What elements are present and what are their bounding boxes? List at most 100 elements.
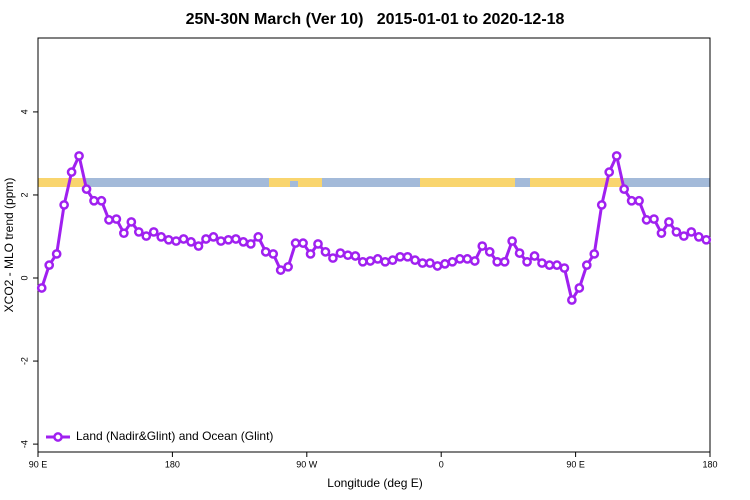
data-point: [537, 258, 547, 268]
data-point: [66, 167, 77, 177]
data-point: [567, 295, 577, 305]
data-point: [387, 255, 398, 266]
data-point: [611, 151, 622, 161]
data-point: [89, 195, 99, 206]
data-point: [469, 256, 480, 266]
data-point: [208, 232, 219, 242]
data-point: [425, 258, 435, 268]
data-point: [350, 251, 361, 261]
data-point: [163, 234, 174, 245]
plot-frame: [37, 37, 711, 453]
data-point: [290, 238, 301, 248]
data-point: [581, 260, 592, 270]
y-tick-label: 2: [19, 192, 29, 197]
x-tick-label: 90 W: [296, 459, 318, 469]
data-point: [701, 234, 712, 245]
data-point: [268, 249, 279, 259]
data-point: [589, 249, 600, 259]
data-point: [96, 195, 107, 206]
data-point: [619, 184, 629, 194]
data-point: [223, 234, 234, 245]
data-point: [395, 251, 405, 262]
data-point: [596, 200, 607, 210]
x-tick-label: 90 E: [29, 459, 48, 469]
chart-title: 25N-30N March (Ver 10) 2015-01-01 to 202…: [186, 11, 565, 28]
data-point: [313, 239, 323, 249]
data-point: [477, 241, 488, 251]
data-point: [81, 184, 92, 194]
x-tick-label: 180: [165, 459, 180, 469]
y-axis-label: XCO2 - MLO trend (ppm): [2, 178, 16, 313]
data-point: [133, 227, 144, 237]
data-point: [141, 231, 152, 241]
data-point: [335, 248, 346, 258]
data-point: [522, 256, 532, 267]
data-point: [283, 261, 293, 272]
data-point: [649, 214, 659, 224]
data-point: [462, 254, 473, 264]
data-point: [402, 251, 413, 262]
x-tick-label: 90 E: [566, 459, 585, 469]
data-point: [260, 247, 271, 257]
data-point: [559, 263, 570, 273]
data-point: [111, 214, 122, 224]
data-point: [372, 254, 383, 264]
data-point: [119, 228, 129, 239]
data-point: [507, 236, 517, 246]
data-point: [320, 247, 331, 257]
data-point: [365, 256, 376, 266]
y-tick-label: 4: [19, 109, 29, 114]
data-point: [574, 283, 585, 293]
data-point: [201, 234, 211, 244]
data-point: [231, 234, 241, 244]
data-point: [171, 236, 181, 246]
data-point: [328, 253, 338, 263]
data-point: [679, 231, 689, 241]
data-point: [343, 250, 353, 261]
data-point: [410, 255, 420, 266]
legend-label: Land (Nadir&Glint) and Ocean (Glint): [76, 429, 273, 443]
data-point: [44, 260, 55, 270]
data-point: [492, 256, 503, 267]
data-point: [552, 260, 562, 270]
data-point: [380, 256, 391, 267]
y-tick-label: -2: [19, 357, 29, 365]
data-point: [499, 256, 510, 267]
data-point: [51, 249, 62, 259]
land-ocean-strip: [38, 178, 710, 187]
data-point: [447, 256, 458, 267]
data-point: [432, 261, 443, 271]
data-point: [275, 265, 286, 275]
data-point: [693, 232, 704, 242]
data-point: [529, 251, 540, 261]
data-point: [104, 215, 114, 225]
data-point: [186, 237, 196, 247]
data-point: [544, 260, 555, 270]
legend-marker: [53, 432, 63, 442]
data-point: [455, 254, 465, 264]
data-point: [357, 256, 368, 267]
data-point: [59, 200, 69, 210]
data-point: [664, 217, 674, 227]
data-point: [417, 258, 428, 268]
data-point: [216, 236, 226, 246]
data-point: [604, 167, 615, 177]
x-axis-label: Longitude (deg E): [327, 476, 422, 490]
data-point: [656, 228, 667, 239]
data-point: [440, 259, 450, 269]
data-point: [514, 248, 525, 258]
data-point: [245, 239, 256, 249]
data-point: [484, 247, 495, 257]
data-point: [126, 217, 137, 227]
data-point: [238, 237, 249, 247]
y-tick-label: 0: [19, 276, 29, 281]
data-point: [305, 249, 316, 259]
data-point: [74, 151, 84, 161]
data-point: [148, 227, 159, 237]
data-point: [156, 232, 167, 242]
x-tick-label: 0: [439, 459, 444, 469]
data-point: [193, 241, 204, 251]
data-point: [253, 232, 264, 242]
data-point: [686, 227, 697, 237]
